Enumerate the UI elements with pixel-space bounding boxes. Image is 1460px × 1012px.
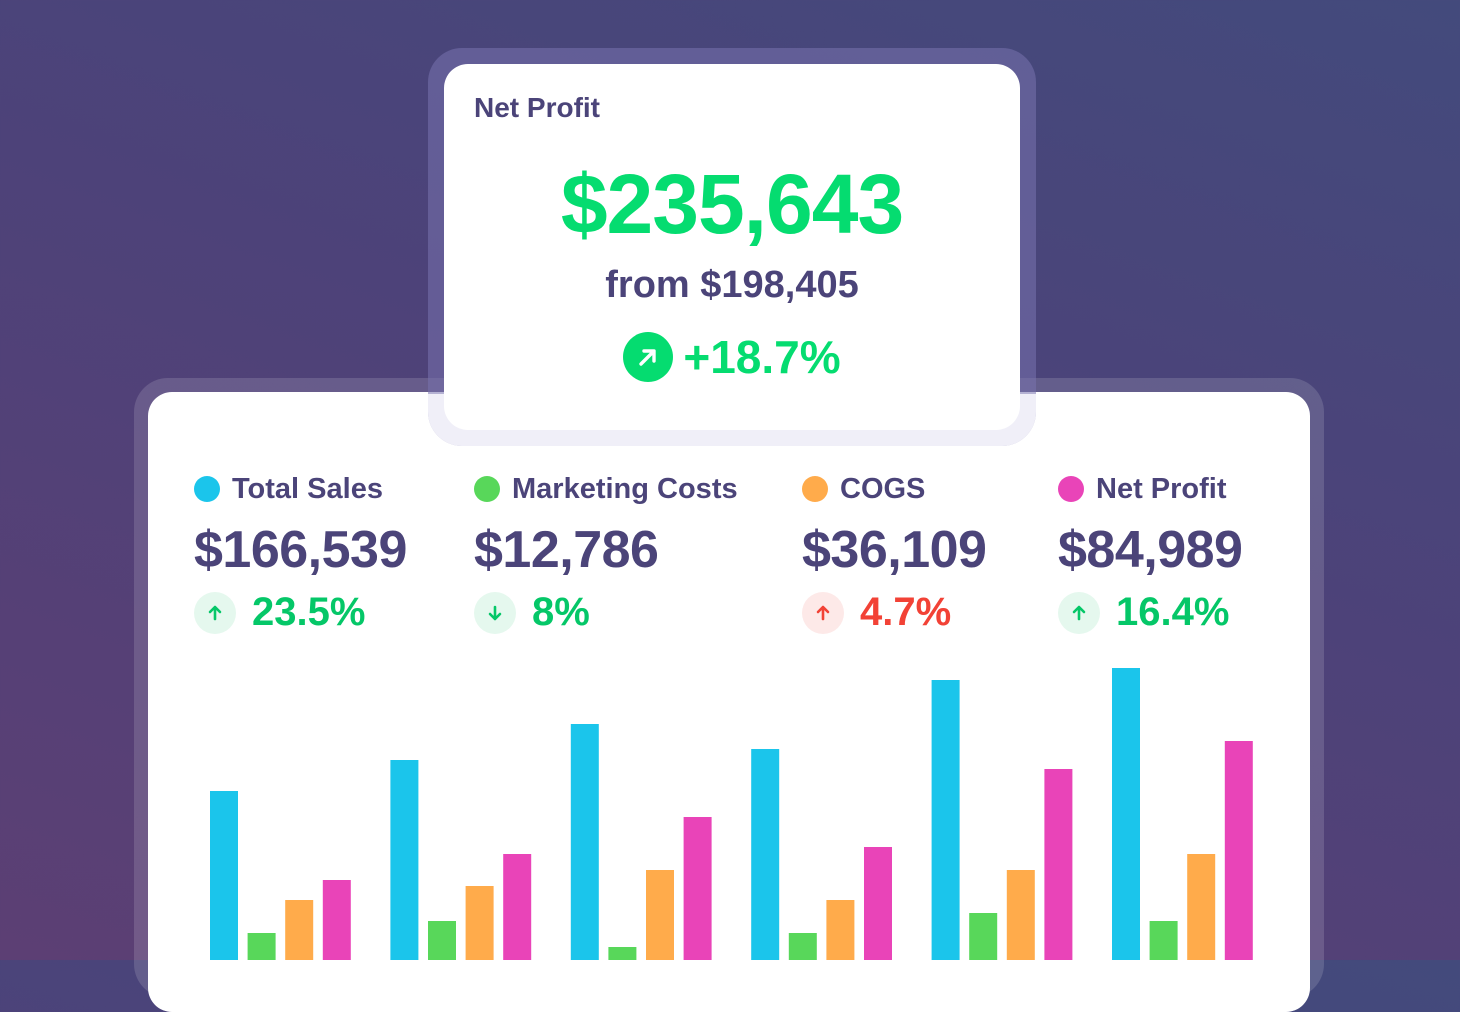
arrow-up-right-icon <box>623 332 674 382</box>
stat-value: $12,786 <box>474 521 659 579</box>
stat-label-row: Net Profit <box>1058 470 1242 508</box>
legend-dot-icon <box>194 476 220 502</box>
stat-net-profit: Net Profit $84,989 16.4% <box>1058 470 1243 635</box>
legend-dot-icon <box>802 476 828 502</box>
hero-value: $235,643 <box>560 157 904 251</box>
stat-label-row: Total Sales <box>194 470 407 508</box>
stat-value: $84,989 <box>1058 521 1243 579</box>
stat-label: Marketing Costs <box>512 472 738 505</box>
stat-total-sales: Total Sales $166,539 23.5% <box>194 470 407 635</box>
hero-title: Net Profit <box>474 92 600 123</box>
stat-change: 23.5% <box>194 590 407 635</box>
legend-dot-icon <box>474 476 500 502</box>
stat-change-percent: 23.5% <box>252 590 366 634</box>
net-profit-hero-card: Net Profit $235,643 from $198,405 +18.7% <box>444 64 1020 430</box>
hero-change-percent: +18.7% <box>683 331 841 383</box>
stat-marketing-costs: Marketing Costs $12,786 8% <box>474 470 738 635</box>
stat-change: 4.7% <box>802 590 986 635</box>
hero-previous-value: from $198,405 <box>605 264 859 306</box>
stat-change-percent: 8% <box>532 590 590 634</box>
stat-value: $166,539 <box>194 521 407 579</box>
stat-change-percent: 4.7% <box>860 590 952 634</box>
stat-change: 16.4% <box>1058 590 1242 635</box>
arrow-up-icon <box>194 591 236 634</box>
hero-change: +18.7% <box>444 330 1020 384</box>
stat-label: Net Profit <box>1096 472 1227 505</box>
arrow-up-icon <box>1058 591 1100 634</box>
stat-label-row: COGS <box>802 470 986 508</box>
stat-change-percent: 16.4% <box>1116 590 1230 634</box>
legend-dot-icon <box>1058 476 1084 502</box>
stat-change: 8% <box>474 590 738 635</box>
stat-label: Total Sales <box>232 472 383 505</box>
arrow-down-icon <box>474 591 516 634</box>
stat-label-row: Marketing Costs <box>474 470 738 508</box>
stat-cogs: COGS $36,109 4.7% <box>802 470 987 635</box>
stat-value: $36,109 <box>802 521 987 579</box>
arrow-up-icon <box>802 591 844 634</box>
stat-label: COGS <box>840 472 926 505</box>
